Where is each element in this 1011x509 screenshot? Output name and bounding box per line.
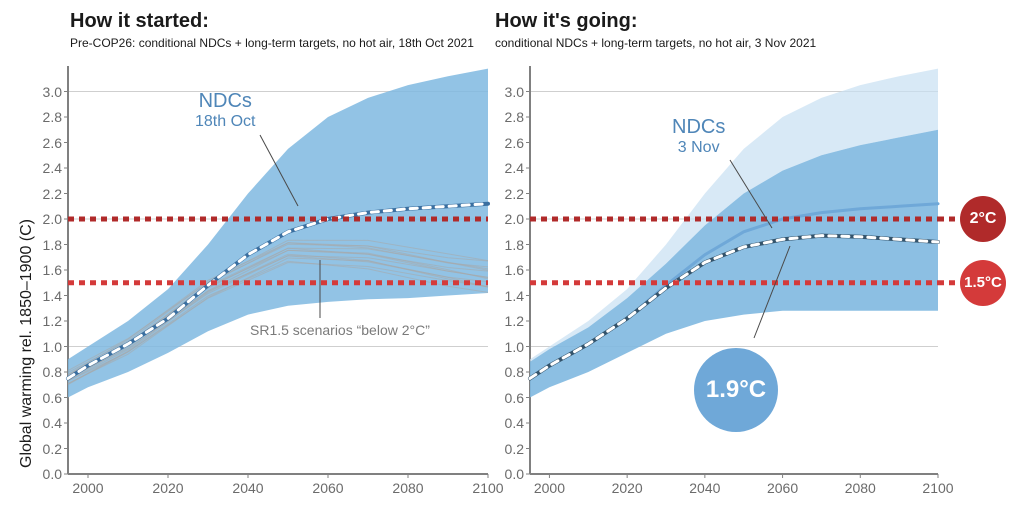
y-tick-label: 3.0 <box>494 84 524 100</box>
y-tick-label: 0.2 <box>494 441 524 457</box>
y-tick-label: 0.2 <box>32 441 62 457</box>
x-tick-label: 2020 <box>607 480 647 496</box>
y-tick-label: 0.8 <box>494 364 524 380</box>
left-ndc-label-line: NDCs <box>195 90 255 113</box>
y-tick-label: 3.0 <box>32 84 62 100</box>
y-tick-label: 0.6 <box>494 390 524 406</box>
x-tick-label: 2040 <box>685 480 725 496</box>
left-ndc-label: NDCs18th Oct <box>195 90 255 131</box>
x-tick-label: 2060 <box>763 480 803 496</box>
badge-1-5c: 1.5°C <box>960 260 1006 306</box>
y-tick-label: 1.8 <box>32 237 62 253</box>
y-tick-label: 1.6 <box>494 262 524 278</box>
badge-1-9c: 1.9°C <box>694 348 778 432</box>
climate-ndc-figure: Global warming rel. 1850–1900 (C) How it… <box>0 0 1011 509</box>
y-tick-label: 2.2 <box>32 186 62 202</box>
x-tick-label: 2000 <box>68 480 108 496</box>
y-tick-label: 1.4 <box>494 288 524 304</box>
y-tick-label: 2.4 <box>494 160 524 176</box>
right-ndc-label: NDCs3 Nov <box>672 116 725 157</box>
x-tick-label: 2020 <box>148 480 188 496</box>
y-tick-label: 2.0 <box>32 211 62 227</box>
left-uncertainty-band <box>68 69 488 398</box>
y-tick-label: 2.0 <box>494 211 524 227</box>
right-ndc-label-line: 3 Nov <box>672 139 725 157</box>
x-tick-label: 2100 <box>918 480 958 496</box>
y-tick-label: 1.2 <box>32 313 62 329</box>
y-tick-label: 1.6 <box>32 262 62 278</box>
y-tick-label: 2.8 <box>494 109 524 125</box>
y-tick-label: 2.4 <box>32 160 62 176</box>
y-tick-label: 0.4 <box>32 415 62 431</box>
x-tick-label: 2040 <box>228 480 268 496</box>
x-tick-label: 2080 <box>388 480 428 496</box>
y-tick-label: 0.0 <box>32 466 62 482</box>
y-tick-label: 2.8 <box>32 109 62 125</box>
badge-2c: 2°C <box>960 196 1006 242</box>
x-tick-label: 2100 <box>468 480 508 496</box>
y-tick-label: 1.2 <box>494 313 524 329</box>
x-tick-label: 2060 <box>308 480 348 496</box>
y-tick-label: 1.0 <box>32 339 62 355</box>
y-tick-label: 0.4 <box>494 415 524 431</box>
left-ndc-label-line: 18th Oct <box>195 113 255 131</box>
y-tick-label: 0.8 <box>32 364 62 380</box>
plot-svg <box>0 0 1011 509</box>
x-tick-label: 2000 <box>529 480 569 496</box>
x-tick-label: 2080 <box>840 480 880 496</box>
y-tick-label: 1.8 <box>494 237 524 253</box>
right-ndc-label-line: NDCs <box>672 116 725 139</box>
y-tick-label: 0.6 <box>32 390 62 406</box>
y-tick-label: 1.4 <box>32 288 62 304</box>
y-tick-label: 1.0 <box>494 339 524 355</box>
left-sr15-label: SR1.5 scenarios “below 2°C” <box>250 322 430 338</box>
y-tick-label: 2.6 <box>32 135 62 151</box>
y-tick-label: 2.2 <box>494 186 524 202</box>
y-tick-label: 2.6 <box>494 135 524 151</box>
